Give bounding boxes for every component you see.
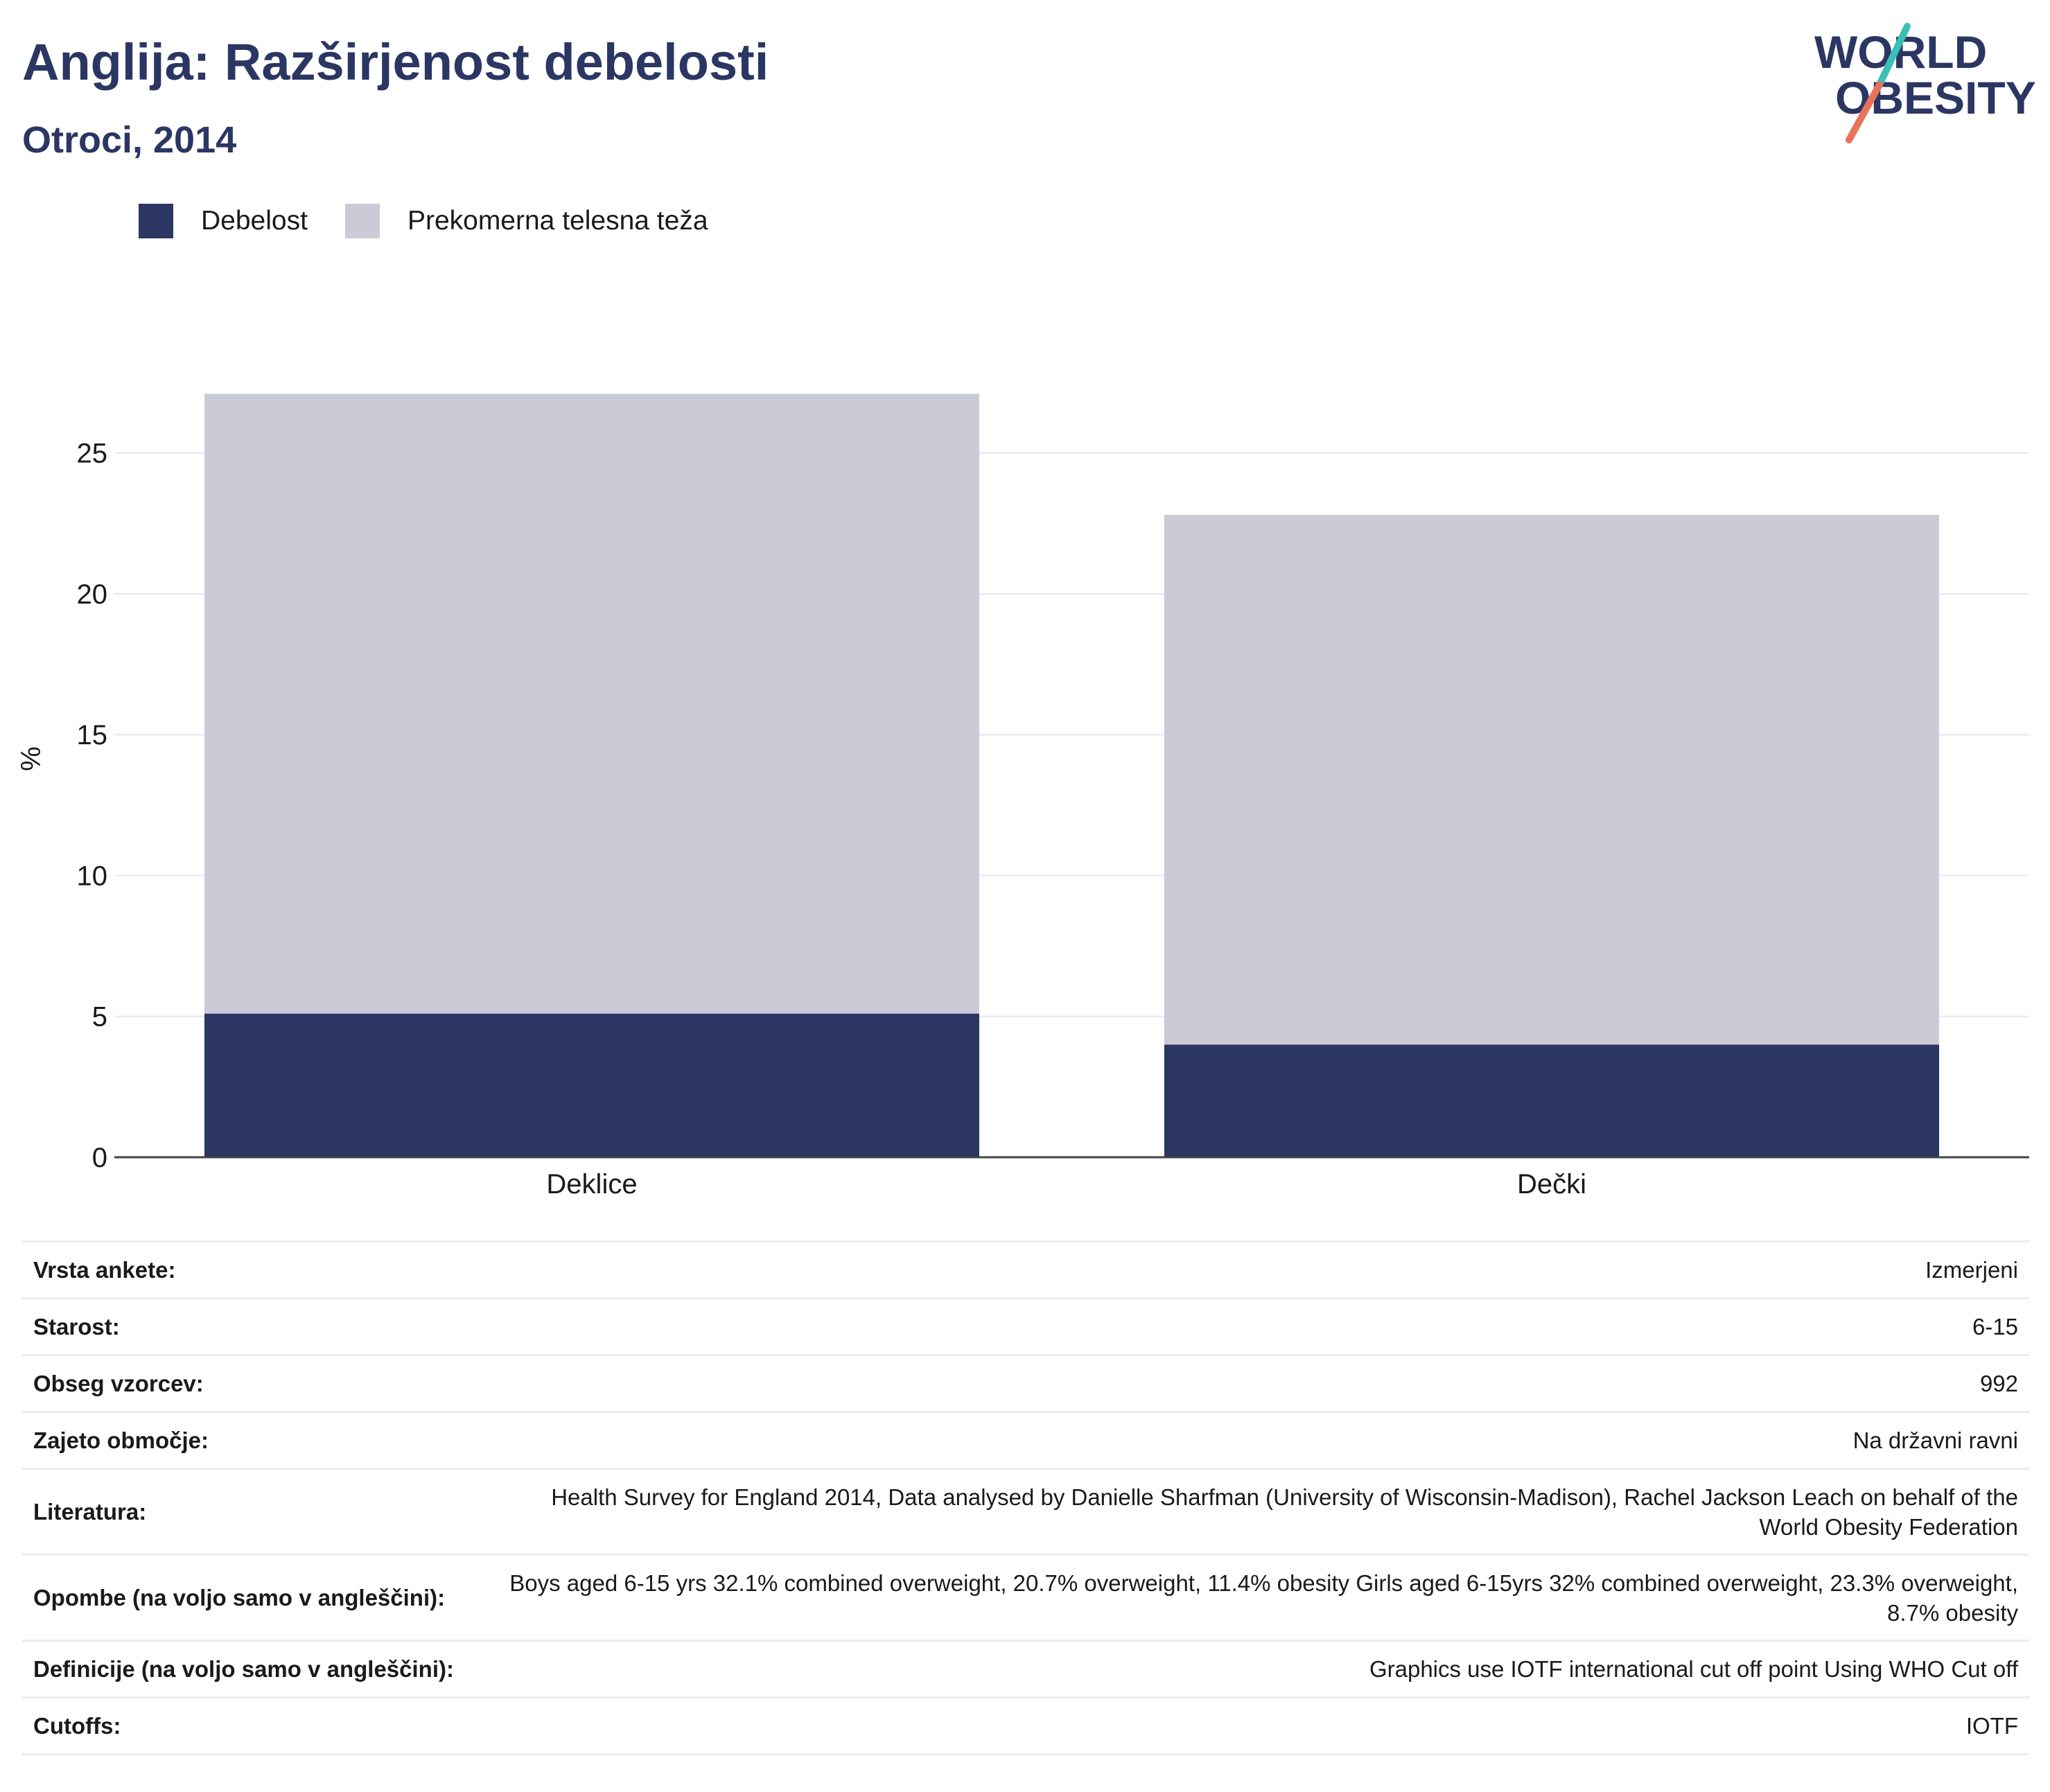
stacked-bar-chart: 0 5 10 15 20 25 Deklice Dečki % xyxy=(16,394,2029,1200)
legend-label-obesity: Debelost xyxy=(201,206,308,236)
info-value: Health Survey for England 2014, Data ana… xyxy=(551,1484,2018,1540)
x-tick-label: Dečki xyxy=(1517,1169,1586,1200)
chart-bars xyxy=(114,394,2029,1159)
bar-overweight-1[interactable] xyxy=(1164,515,1939,1045)
info-row: Literatura: Health Survey for England 201… xyxy=(22,1468,2029,1555)
info-key: Opombe (na voljo samo v angleščini): xyxy=(33,1585,446,1610)
legend-swatch-overweight xyxy=(344,204,380,238)
x-tick-label: Deklice xyxy=(546,1169,637,1200)
info-key: Cutoffs: xyxy=(33,1713,121,1739)
info-row: Opombe (na voljo samo v angleščini): Boys… xyxy=(22,1554,2029,1641)
y-tick-label: 10 xyxy=(77,861,108,891)
legend-swatch-obesity xyxy=(139,204,173,238)
info-key: Definicije (na voljo samo v angleščini): xyxy=(33,1656,454,1682)
logo-slash-coral xyxy=(1846,81,1883,143)
info-value: IOTF xyxy=(1965,1713,2018,1739)
bar-obesity-0[interactable] xyxy=(204,1013,979,1157)
y-tick-label: 5 xyxy=(92,1002,107,1033)
info-value: 6-15 xyxy=(1972,1314,2018,1339)
y-tick-label: 15 xyxy=(77,720,108,750)
info-key: Obseg vzorcev: xyxy=(33,1371,204,1396)
info-row: Cutoffs: IOTF xyxy=(22,1697,2029,1755)
bar-obesity-1[interactable] xyxy=(1164,1044,1939,1157)
info-row: Starost: 6-15 xyxy=(22,1298,2029,1355)
info-value: Izmerjeni xyxy=(1925,1257,2018,1283)
page-subtitle: Otroci, 2014 xyxy=(22,119,237,161)
page-title: Anglija: Razširjenost debelosti xyxy=(22,33,769,91)
y-axis-ticks: 0 5 10 15 20 25 xyxy=(77,439,108,1173)
y-axis-label: % xyxy=(16,746,46,771)
info-row: Obseg vzorcev: 992 xyxy=(22,1355,2029,1412)
info-value: Na državni ravni xyxy=(1852,1428,2018,1453)
info-value: Graphics use IOTF international cut off … xyxy=(1369,1656,2018,1682)
y-tick-label: 20 xyxy=(77,579,108,610)
legend-label-overweight: Prekomerna telesna teža xyxy=(407,206,708,236)
x-axis-labels: Deklice Dečki xyxy=(546,1169,1586,1200)
info-row: Zajeto območje: Na državni ravni xyxy=(22,1412,2029,1469)
info-key: Vrsta ankete: xyxy=(33,1257,176,1283)
bar-overweight-0[interactable] xyxy=(204,394,979,1014)
info-row: Vrsta ankete: Izmerjeni xyxy=(22,1241,2029,1299)
legend-item-overweight[interactable]: Prekomerna telesna teža xyxy=(344,204,708,238)
info-key: Starost: xyxy=(33,1314,120,1339)
info-value: Boys aged 6-15 yrs 32.1% combined overwe… xyxy=(509,1570,2018,1626)
info-row: Definicije (na voljo samo v angleščini):… xyxy=(22,1640,2029,1698)
info-key: Zajeto območje: xyxy=(33,1428,209,1453)
info-value: 992 xyxy=(1979,1371,2018,1396)
y-tick-label: 0 xyxy=(92,1143,107,1173)
logo-slash-teal xyxy=(1876,23,1911,88)
y-tick-label: 25 xyxy=(77,439,108,469)
info-key: Literatura: xyxy=(33,1499,147,1525)
chart-legend: Debelost Prekomerna telesna teža xyxy=(139,204,746,238)
legend-item-obesity[interactable]: Debelost xyxy=(139,204,308,238)
world-obesity-logo: WORLD OBESITY xyxy=(1814,23,2036,143)
info-table: Vrsta ankete: Izmerjeni Starost: 6-15 Obseg … xyxy=(22,1240,2029,1755)
